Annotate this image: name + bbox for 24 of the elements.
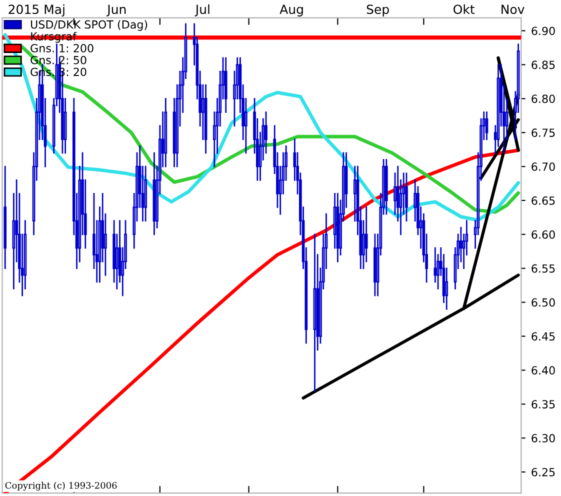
y-tick-label: 6.30 [532,434,555,442]
y-tick-label: 6.85 [532,60,555,70]
x-tick-label: Nov [502,4,524,14]
y-tick-label: 6.45 [532,332,555,341]
y-tick-label: 6.60 [532,230,555,239]
legend-label: USD/DKK SPOT (Dag) [30,20,148,31]
legend-label: Gns. 1: 200 [30,44,94,52]
y-tick-label: 6.80 [532,94,555,104]
annotation: Copyright (c) 1993-2006 [5,482,117,491]
y-tick-label: 6.55 [532,264,555,273]
x-tick-label: Aug [280,4,303,16]
y-tick-label: 6.75 [532,128,555,137]
y-tick-label: 6.50 [532,298,555,307]
y-tick-label: 6.40 [532,366,555,375]
x-tick-label: Jul [194,4,210,16]
y-tick-label: 6.70 [532,162,555,171]
x-tick-label: Sep [366,4,389,16]
x-tick-label: Okt [454,4,475,14]
x-tick-label: 2015 Maj [8,4,64,16]
y-tick-label: 6.25 [532,468,555,476]
y-tick-label: 6.35 [532,400,555,408]
y-tick-label: 6.65 [532,196,555,205]
x-tick-label: Jun [106,4,126,16]
y-tick-label: 6.90 [532,26,555,36]
